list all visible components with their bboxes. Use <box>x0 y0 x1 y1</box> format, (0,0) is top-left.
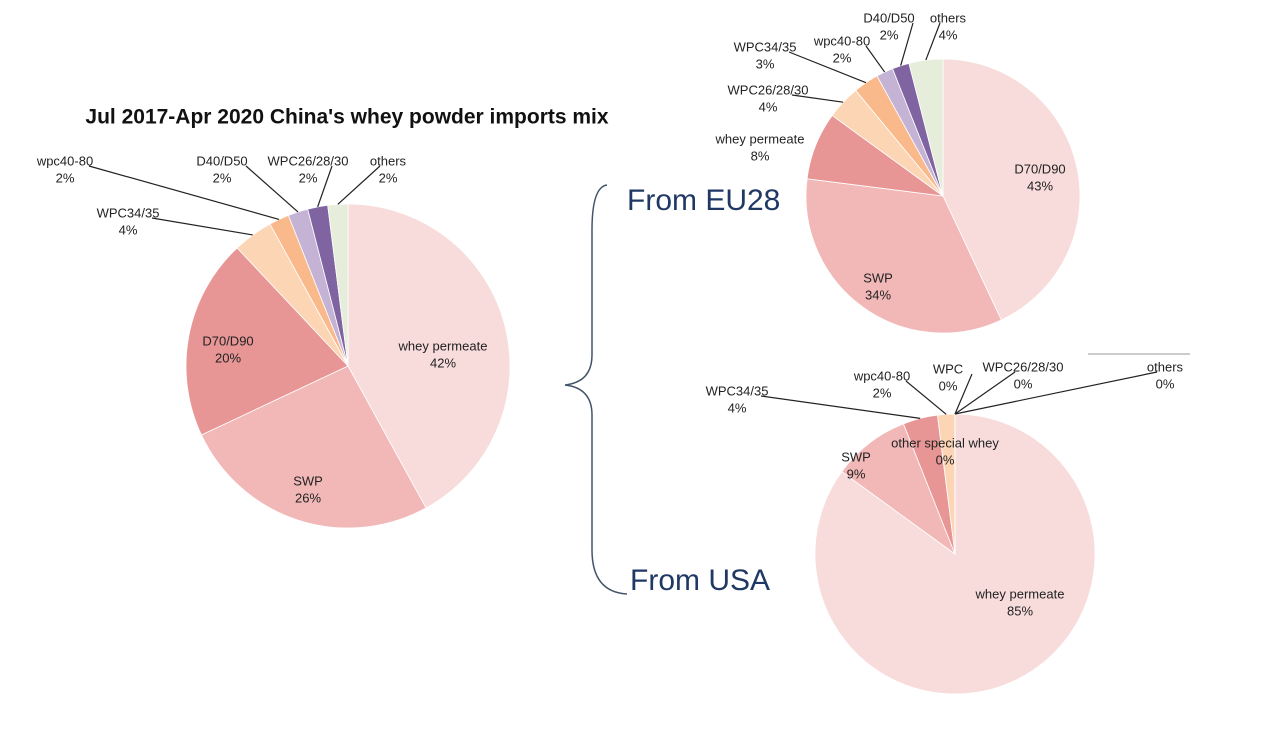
slice-value-label: 0% <box>1156 376 1175 391</box>
slice-value-label: 26% <box>295 490 321 505</box>
leader-line <box>151 217 253 236</box>
slice-label: D70/D90 <box>202 333 253 348</box>
chart-title: From USA <box>630 564 770 597</box>
pie-slice <box>805 178 1002 334</box>
slice-value-label: 4% <box>119 222 138 237</box>
slice-value-label: 2% <box>213 170 232 185</box>
slice-label: whey permeate <box>715 131 805 146</box>
slice-value-label: 9% <box>847 466 866 481</box>
pie-slice <box>942 58 1081 321</box>
slice-label: wpc40-80 <box>813 33 870 48</box>
leader-line <box>925 22 941 61</box>
slice-label: D40/D50 <box>196 153 247 168</box>
slice-value-label: 4% <box>728 400 747 415</box>
slice-label: wpc40-80 <box>36 153 93 168</box>
slice-label: others <box>1147 359 1184 374</box>
leader-line <box>791 94 844 103</box>
slice-value-label: 2% <box>880 27 899 42</box>
chart-title: From EU28 <box>627 184 780 217</box>
slice-value-label: 0% <box>1014 376 1033 391</box>
slice-label: WPC26/28/30 <box>728 82 809 97</box>
slice-label: SWP <box>863 270 893 285</box>
slice-value-label: 3% <box>756 56 775 71</box>
brace <box>564 184 628 595</box>
slice-value-label: 42% <box>430 355 456 370</box>
leader-line <box>337 165 381 205</box>
chart-title: Jul 2017-Apr 2020 China's whey powder im… <box>85 106 608 129</box>
leader-line <box>900 22 914 66</box>
leader-line <box>954 371 1158 415</box>
slice-value-label: 4% <box>939 27 958 42</box>
slice-label: other special whey <box>891 435 999 450</box>
leader-line <box>760 395 921 419</box>
slice-value-label: 20% <box>215 350 241 365</box>
leader-line <box>954 373 973 415</box>
slice-value-label: 2% <box>873 385 892 400</box>
slice-label: SWP <box>293 473 323 488</box>
slice-value-label: 4% <box>759 99 778 114</box>
slice-value-label: 0% <box>939 378 958 393</box>
slice-value-label: 43% <box>1027 178 1053 193</box>
slice-value-label: 0% <box>936 452 955 467</box>
slice-label: D40/D50 <box>863 10 914 25</box>
slice-label: SWP <box>841 449 871 464</box>
leader-line <box>954 371 1016 415</box>
slice-value-label: 8% <box>751 148 770 163</box>
leader-line <box>245 165 299 213</box>
slice-value-label: 85% <box>1007 603 1033 618</box>
pie-slice <box>185 247 349 436</box>
slice-value-label: 34% <box>865 287 891 302</box>
leader-line <box>88 165 280 220</box>
pie-slice <box>200 365 427 529</box>
leader-line <box>788 51 867 84</box>
slice-label: others <box>370 153 407 168</box>
slice-label: WPC26/28/30 <box>983 359 1064 374</box>
slice-label: WPC26/28/30 <box>268 153 349 168</box>
slice-value-label: 2% <box>299 170 318 185</box>
slice-value-label: 2% <box>833 50 852 65</box>
slice-label: WPC34/35 <box>734 39 797 54</box>
slice-label: whey permeate <box>398 338 488 353</box>
slice-label: D70/D90 <box>1014 161 1065 176</box>
leader-line <box>317 165 333 208</box>
slice-label: others <box>930 10 967 25</box>
slice-label: whey permeate <box>975 586 1065 601</box>
slice-label: WPC34/35 <box>706 383 769 398</box>
pie-slice <box>347 203 511 509</box>
pie-slice <box>841 423 956 556</box>
slice-value-label: 2% <box>56 170 75 185</box>
leader-line <box>865 45 886 73</box>
slice-label: WPC <box>933 361 963 376</box>
slice-value-label: 2% <box>379 170 398 185</box>
slice-label: wpc40-80 <box>853 368 910 383</box>
leader-line <box>905 380 947 415</box>
slice-label: WPC34/35 <box>97 205 160 220</box>
